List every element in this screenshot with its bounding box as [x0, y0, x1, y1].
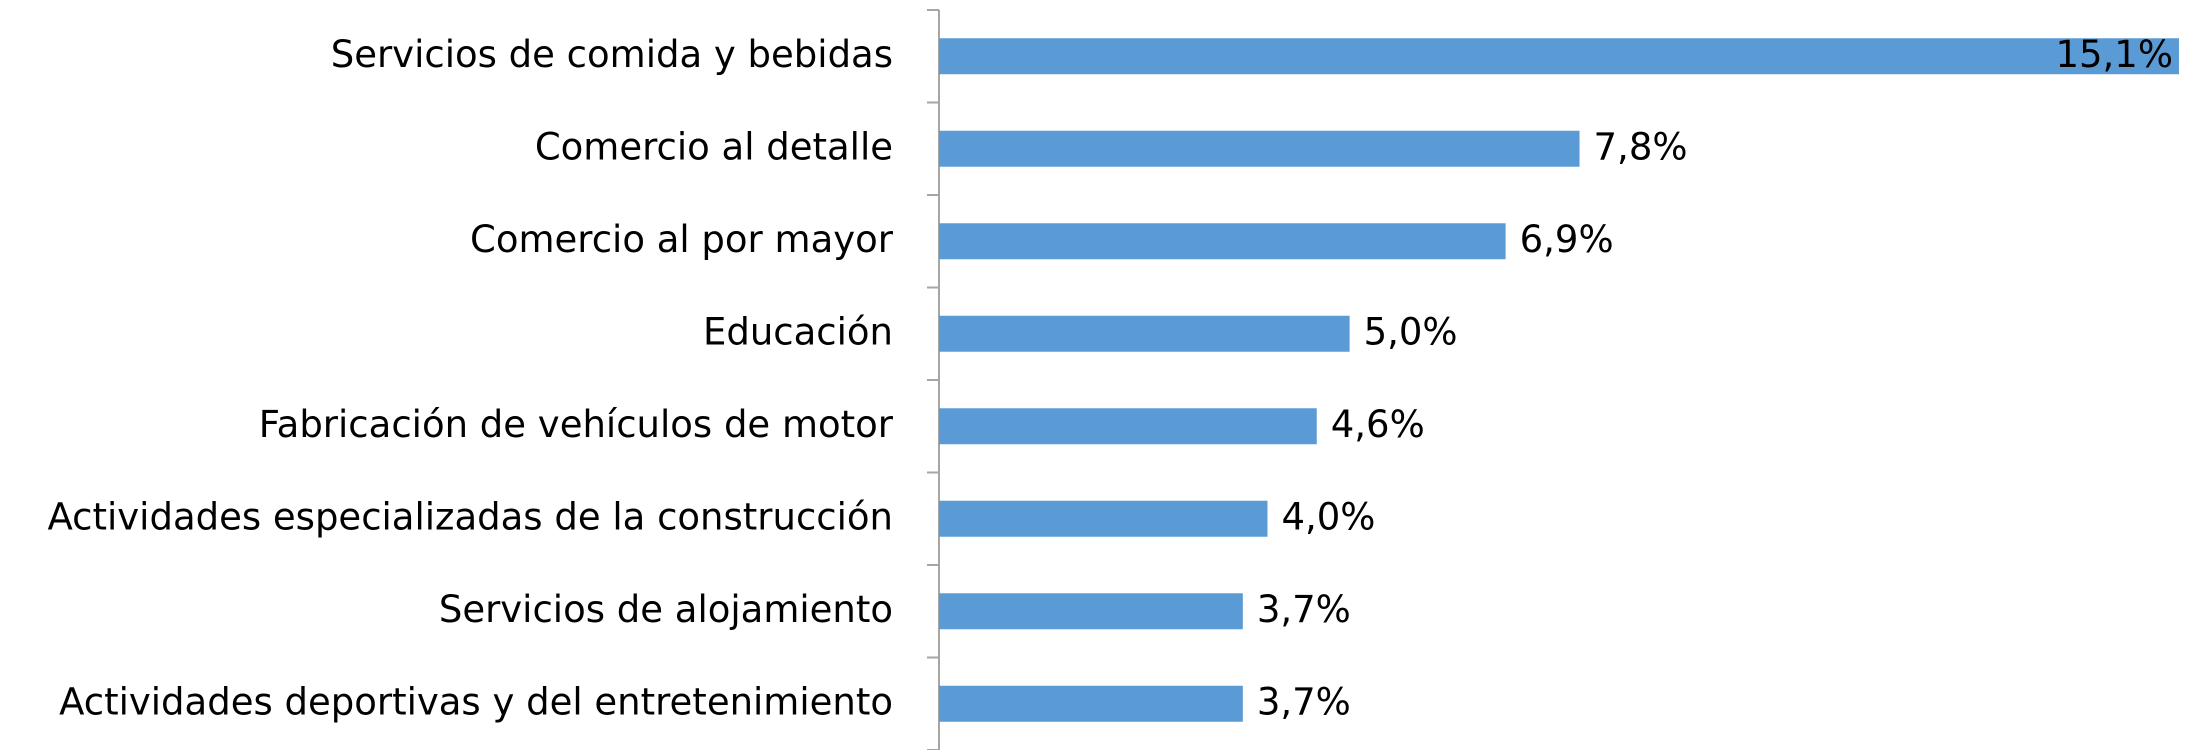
- category-label: Actividades especializadas de la constru…: [47, 495, 893, 538]
- category-label: Educación: [703, 310, 893, 353]
- bar: [939, 223, 1506, 260]
- bar: [939, 315, 1350, 352]
- bar: [939, 685, 1243, 722]
- value-label: 4,0%: [1281, 495, 1375, 538]
- value-label: 5,0%: [1364, 310, 1458, 353]
- bar: [939, 593, 1243, 630]
- bar: [939, 500, 1268, 537]
- category-label: Servicios de alojamiento: [439, 588, 893, 631]
- category-label: Actividades deportivas y del entretenimi…: [59, 680, 893, 723]
- category-label: Comercio al detalle: [535, 125, 893, 168]
- value-label: 3,7%: [1257, 588, 1351, 631]
- bar: [939, 38, 2179, 75]
- category-label: Fabricación de vehículos de motor: [259, 403, 894, 446]
- category-label: Comercio al por mayor: [470, 218, 894, 261]
- bar: [939, 130, 1580, 167]
- value-label: 3,7%: [1257, 680, 1351, 723]
- category-label: Servicios de comida y bebidas: [331, 33, 893, 76]
- value-label: 6,9%: [1520, 218, 1614, 261]
- value-label: 15,1%: [2055, 33, 2173, 76]
- value-label: 7,8%: [1594, 125, 1688, 168]
- value-label: 4,6%: [1331, 403, 1425, 446]
- bar: [939, 408, 1317, 445]
